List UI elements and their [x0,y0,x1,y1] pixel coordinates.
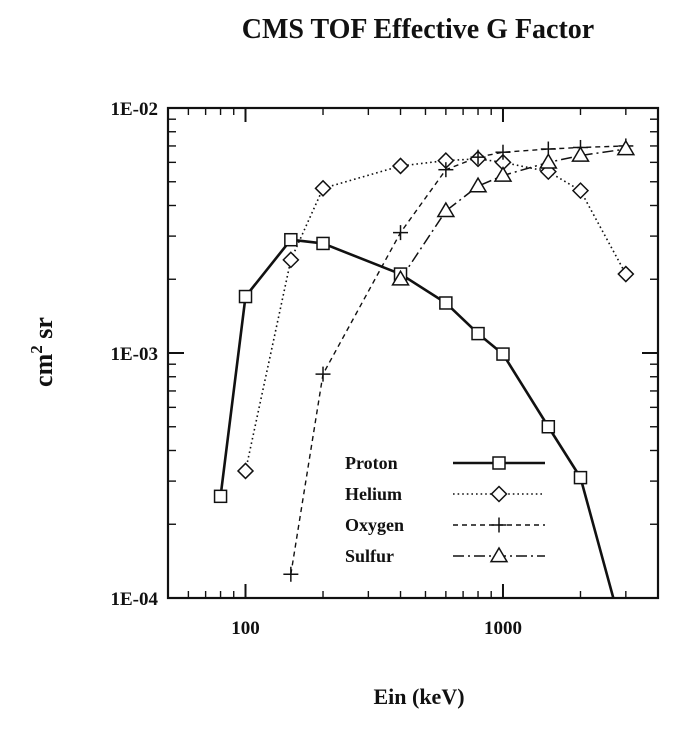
legend-marker-sulfur [489,546,509,563]
legend-marker-proton [492,456,506,470]
y-tick-label: 1E-03 [111,344,159,365]
data-point-helium [236,462,255,480]
data-point-proton [284,232,298,247]
x-axis-label: Ein (keV) [373,684,464,709]
legend-marker-oxygen [491,517,507,533]
x-tick-label: 1000 [484,618,522,639]
data-point-helium [314,179,332,197]
data-point-sulfur [539,152,558,169]
data-point-helium [571,182,590,200]
legend-label-proton: Proton [345,453,398,473]
data-point-sulfur [391,269,410,286]
data-point-oxygen [495,144,511,160]
data-point-sulfur [571,146,590,162]
legend-marker-helium [490,485,508,503]
data-point-helium [282,251,300,269]
series-line-proton [219,238,615,598]
series-lines [219,145,627,598]
data-point-proton [439,296,453,310]
data-point-proton [471,326,485,341]
legend-label-sulfur: Sulfur [345,546,394,566]
series-line-sulfur [399,148,626,280]
y-axis-label-main: cm [29,353,58,387]
data-point-oxygen [438,162,454,178]
series-line-helium [244,158,627,472]
y-axis-label-tail: sr [29,317,58,345]
x-tick-label: 100 [231,618,260,639]
series-markers [213,138,636,582]
data-point-sulfur [468,176,488,193]
data-point-sulfur [493,166,513,182]
tick-labels: 100 1000 1E-02 1E-03 1E-04 [111,99,522,639]
y-tick-label: 1E-04 [111,589,159,610]
data-point-proton [573,470,588,485]
series-line-oxygen [290,145,626,575]
data-point-oxygen [315,366,331,382]
chart-title: CMS TOF Effective G Factor [242,14,595,45]
legend-label-oxygen: Oxygen [345,515,404,535]
legend-label-helium: Helium [345,484,402,504]
data-point-oxygen [470,149,486,165]
svg-text:cm2 sr: cm2 sr [27,317,58,387]
data-point-helium [617,265,635,283]
data-point-oxygen [393,225,409,241]
y-axis-label: cm2 sr [27,317,58,387]
data-point-oxygen [283,566,299,582]
data-point-sulfur [616,139,636,156]
y-axis-label-sup: 2 [27,345,46,354]
y-tick-label: 1E-02 [111,99,159,120]
data-point-proton [213,489,228,504]
data-point-proton [496,347,510,361]
axis-ticks [167,108,659,599]
plot-frame [166,106,660,600]
legend: Proton Helium Oxygen Sulfur [345,453,545,566]
data-point-helium [391,157,410,175]
data-point-proton [238,289,253,304]
data-point-sulfur [436,201,456,218]
data-point-proton [316,236,330,251]
data-point-proton [541,420,556,434]
